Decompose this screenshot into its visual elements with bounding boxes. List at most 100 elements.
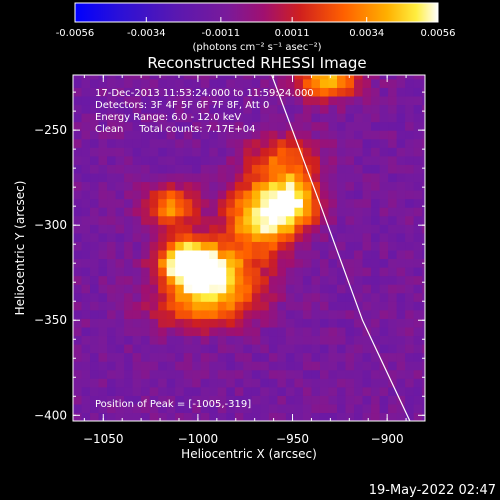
heatmap-cell bbox=[166, 215, 176, 225]
heatmap-cell bbox=[132, 232, 142, 242]
heatmap-cell bbox=[422, 335, 425, 345]
heatmap-cell bbox=[81, 318, 91, 328]
heatmap-cell bbox=[132, 318, 142, 328]
heatmap-cell bbox=[268, 344, 278, 354]
heatmap-cell bbox=[337, 318, 347, 328]
heatmap-cell bbox=[141, 147, 151, 157]
heatmap-cell bbox=[268, 215, 278, 225]
heatmap-cell bbox=[73, 258, 83, 268]
heatmap-cell bbox=[175, 284, 185, 294]
heatmap-cell bbox=[362, 172, 372, 183]
heatmap-cell bbox=[124, 369, 134, 379]
heatmap-cell bbox=[200, 249, 210, 260]
heatmap-cell bbox=[294, 190, 304, 200]
heatmap-cell bbox=[132, 301, 142, 311]
heatmap-cell bbox=[73, 207, 83, 217]
heatmap-cell bbox=[158, 361, 168, 371]
heatmap-cell bbox=[337, 138, 347, 148]
heatmap-cell bbox=[302, 95, 313, 106]
heatmap-cell bbox=[149, 224, 159, 234]
heatmap-cell bbox=[379, 292, 389, 302]
heatmap-cell bbox=[73, 335, 83, 345]
heatmap-cell bbox=[354, 155, 364, 165]
heatmap-cell bbox=[345, 403, 355, 414]
heatmap-cell bbox=[319, 232, 330, 242]
heatmap-cell bbox=[124, 335, 134, 345]
heatmap-cell bbox=[354, 326, 364, 337]
heatmap-cell bbox=[132, 215, 142, 225]
heatmap-cell bbox=[200, 87, 210, 97]
heatmap-cell bbox=[319, 241, 330, 251]
heatmap-cell bbox=[217, 361, 227, 371]
heatmap-cell bbox=[311, 335, 321, 345]
heatmap-cell bbox=[209, 155, 219, 165]
heatmap-cell bbox=[158, 78, 168, 88]
heatmap-cell bbox=[141, 284, 151, 294]
heatmap-cell bbox=[217, 241, 227, 251]
heatmap-cell bbox=[396, 164, 406, 174]
heatmap-cell bbox=[328, 87, 338, 97]
heatmap-cell bbox=[345, 95, 355, 106]
heatmap-cell bbox=[166, 241, 176, 251]
heatmap-cell bbox=[328, 198, 338, 208]
heatmap-cell bbox=[107, 95, 117, 106]
heatmap-cell bbox=[226, 190, 236, 200]
heatmap-cell bbox=[200, 309, 210, 319]
heatmap-cell bbox=[217, 284, 227, 294]
heatmap-cell bbox=[422, 352, 425, 362]
heatmap-cell bbox=[90, 147, 100, 157]
heatmap-cell bbox=[166, 403, 176, 414]
heatmap-cell bbox=[362, 292, 372, 302]
heatmap-cell bbox=[132, 352, 142, 362]
heatmap-cell bbox=[98, 301, 108, 311]
heatmap-cell bbox=[251, 267, 261, 277]
heatmap-cell bbox=[405, 78, 415, 88]
heatmap-cell bbox=[251, 284, 261, 294]
heatmap-cell bbox=[107, 284, 117, 294]
heatmap-cell bbox=[217, 249, 227, 260]
heatmap-cell bbox=[226, 275, 236, 285]
heatmap-cell bbox=[319, 104, 330, 114]
heatmap-cell bbox=[294, 75, 304, 80]
heatmap-cell bbox=[388, 258, 398, 268]
heatmap-cell bbox=[226, 172, 236, 183]
heatmap-cell bbox=[192, 284, 202, 294]
heatmap-cell bbox=[354, 232, 364, 242]
heatmap-cell bbox=[183, 403, 193, 414]
heatmap-cell bbox=[90, 95, 100, 106]
heatmap-cell bbox=[294, 309, 304, 319]
heatmap-cell bbox=[251, 344, 261, 354]
heatmap-cell bbox=[413, 224, 423, 234]
heatmap-cell bbox=[175, 78, 185, 88]
heatmap-cell bbox=[183, 386, 193, 396]
heatmap-cell bbox=[81, 258, 91, 268]
heatmap-cell bbox=[183, 284, 193, 294]
heatmap-cell bbox=[115, 190, 125, 200]
heatmap-cell bbox=[260, 292, 270, 302]
heatmap-cell bbox=[149, 87, 159, 97]
heatmap-cell bbox=[175, 301, 185, 311]
heatmap-cell bbox=[200, 155, 210, 165]
heatmap-cell bbox=[345, 309, 355, 319]
heatmap-cell bbox=[158, 249, 168, 260]
heatmap-cell bbox=[345, 395, 355, 405]
heatmap-cell bbox=[226, 326, 236, 337]
heatmap-cell bbox=[294, 318, 304, 328]
heatmap-cell bbox=[217, 352, 227, 362]
heatmap-cell bbox=[354, 292, 364, 302]
heatmap-cell bbox=[379, 172, 389, 183]
heatmap-cell bbox=[405, 284, 415, 294]
heatmap-cell bbox=[362, 284, 372, 294]
heatmap-cell bbox=[115, 241, 125, 251]
heatmap-cell bbox=[354, 75, 364, 80]
heatmap-cell bbox=[345, 104, 355, 114]
heatmap-cell bbox=[260, 335, 270, 345]
heatmap-cell bbox=[81, 352, 91, 362]
heatmap-cell bbox=[396, 155, 406, 165]
heatmap-cell bbox=[405, 344, 415, 354]
heatmap-cell bbox=[285, 232, 296, 242]
heatmap-cell bbox=[354, 403, 364, 414]
heatmap-cell bbox=[354, 215, 364, 225]
heatmap-cell bbox=[379, 386, 389, 396]
heatmap-cell bbox=[362, 258, 372, 268]
